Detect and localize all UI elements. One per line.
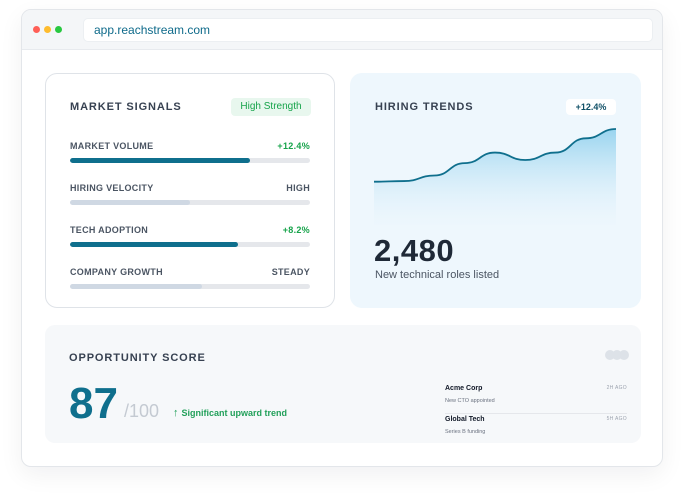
opportunity-score-card: OPPORTUNITY SCORE 87 /100 ↑ Significant u…: [45, 325, 641, 443]
metric-tech-adoption: TECH ADOPTION +8.2%: [70, 225, 310, 251]
metric-value: +8.2%: [282, 225, 310, 235]
metric-label: COMPANY GROWTH: [70, 267, 163, 277]
signal-strength-badge: High Strength: [231, 98, 311, 116]
hiring-trends-card: HIRING TRENDS +12.4% 2,480 New technical…: [350, 73, 641, 308]
metric-label: MARKET VOLUME: [70, 141, 154, 151]
trend-area: [374, 129, 616, 225]
arrow-up-icon: ↑: [173, 407, 179, 419]
metric-progress-fill: [70, 242, 238, 247]
new-roles-count: 2,480: [374, 233, 455, 268]
metric-market-volume: MARKET VOLUME +12.4%: [70, 141, 310, 167]
feed-company: Acme Corp: [445, 385, 483, 392]
metric-label: TECH ADOPTION: [70, 225, 149, 235]
feed-item[interactable]: Acme Corp 2H AGO New CTO appointed: [445, 385, 627, 413]
address-bar[interactable]: app.reachstream.com: [83, 18, 653, 42]
close-window-dot[interactable]: [33, 26, 40, 33]
opportunity-score-value: 87: [69, 379, 118, 428]
metric-progress-track: [70, 242, 310, 247]
metric-hiring-velocity: HIRING VELOCITY HIGH: [70, 183, 310, 209]
opportunity-trend: ↑ Significant upward trend: [173, 407, 287, 419]
metric-progress-track: [70, 158, 310, 163]
metric-progress-track: [70, 284, 310, 289]
feed-item[interactable]: Global Tech 5H AGO Series B funding: [445, 416, 627, 444]
opportunity-score-denominator: /100: [124, 401, 160, 421]
hiring-trend-chart: [374, 128, 616, 225]
metric-progress-fill: [70, 284, 202, 289]
metric-progress-fill: [70, 200, 190, 205]
metric-company-growth: COMPANY GROWTH STEADY: [70, 267, 310, 293]
feed-company: Global Tech: [445, 416, 485, 423]
opportunity-trend-text: Significant upward trend: [181, 408, 288, 418]
market-signals-title: MARKET SIGNALS: [70, 101, 182, 113]
metric-value: STEADY: [271, 267, 310, 277]
feed-detail: New CTO appointed: [445, 398, 495, 404]
feed-time: 2H AGO: [606, 385, 627, 391]
maximize-window-dot[interactable]: [55, 26, 62, 33]
market-signals-card: MARKET SIGNALS High Strength MARKET VOLU…: [45, 73, 335, 308]
feed-detail: Series B funding: [445, 429, 486, 435]
trend-line: [374, 128, 616, 183]
browser-toolbar: app.reachstream.com: [22, 10, 662, 50]
metric-progress-track: [70, 200, 310, 205]
hiring-change-badge: +12.4%: [566, 99, 616, 115]
metric-label: HIRING VELOCITY: [70, 183, 154, 193]
opportunity-score-title: OPPORTUNITY SCORE: [69, 352, 206, 364]
metric-progress-fill: [70, 158, 250, 163]
loading-dots-icon: [605, 350, 635, 360]
minimize-window-dot[interactable]: [44, 26, 51, 33]
metric-value: HIGH: [286, 183, 310, 193]
hiring-trends-title: HIRING TRENDS: [375, 101, 474, 113]
new-roles-caption: New technical roles listed: [375, 269, 500, 281]
feed-time: 5H AGO: [606, 416, 627, 422]
browser-window: app.reachstream.com MARKET SIGNALS High …: [21, 9, 663, 467]
metric-value: +12.4%: [277, 141, 310, 151]
feed-divider: [445, 413, 627, 414]
